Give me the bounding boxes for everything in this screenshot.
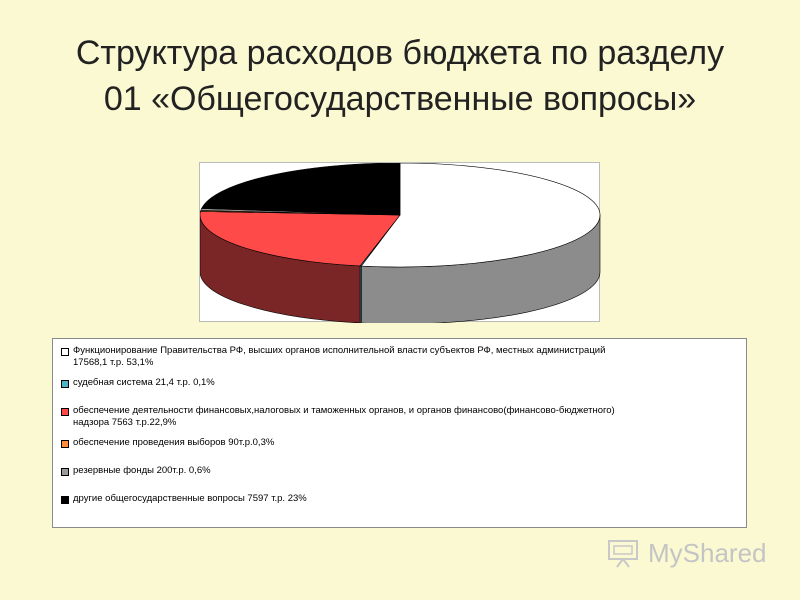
legend-swatch-reserve-funds: [61, 468, 69, 476]
legend-swatch-other: [61, 496, 69, 504]
chart-legend: Функционирование Правительства РФ, высши…: [52, 338, 747, 528]
legend-label-other: другие общегосударственные вопросы 7597 …: [73, 493, 307, 504]
legend-swatch-financial-bodies: [61, 408, 69, 416]
pie-chart-svg: [200, 163, 601, 323]
legend-label-government: Функционирование Правительства РФ, высши…: [73, 345, 606, 356]
legend-item-judicial: судебная система 21,4 т.р. 0,1%: [61, 377, 740, 389]
presentation-icon: [608, 540, 638, 568]
legend-item-elections: обеспечение проведения выборов 90т.р.0,3…: [61, 437, 740, 449]
slide-title: Структура расходов бюджета по разделу 01…: [0, 30, 800, 122]
legend-label-elections: обеспечение проведения выборов 90т.р.0,3…: [73, 437, 275, 448]
legend-label-reserve-funds: резервные фонды 200т.р. 0,6%: [73, 465, 211, 476]
slide-title-line-2: 01 «Общегосударственные вопросы»: [103, 80, 697, 118]
pie-slice-government: [360, 163, 601, 268]
pie-slice-financial-bodies: [200, 211, 401, 267]
legend-swatch-government: [61, 348, 69, 356]
legend-swatch-elections: [61, 440, 69, 448]
legend-label-financial-bodies: обеспечение деятельности финансовых,нало…: [73, 405, 615, 416]
legend-value-government: 17568,1 т.р. 53,1%: [73, 357, 154, 368]
legend-item-other: другие общегосударственные вопросы 7597 …: [61, 493, 740, 505]
legend-swatch-judicial: [61, 380, 69, 388]
legend-label-judicial: судебная система 21,4 т.р. 0,1%: [73, 377, 215, 388]
legend-item-financial-bodies: обеспечение деятельности финансовых,нало…: [61, 405, 740, 429]
slide-title-line-1: Структура расходов бюджета по разделу: [75, 34, 725, 72]
watermark-text: MyShared: [648, 537, 767, 568]
legend-item-government: Функционирование Правительства РФ, высши…: [61, 345, 740, 369]
pie-slice-other: [201, 163, 401, 216]
watermark: MyShared: [606, 538, 767, 568]
pie-chart-area: [199, 162, 601, 323]
legend-item-reserve-funds: резервные фонды 200т.р. 0,6%: [61, 465, 740, 477]
legend-value-financial-bodies: надзора 7563 т.р.22,9%: [73, 417, 177, 428]
